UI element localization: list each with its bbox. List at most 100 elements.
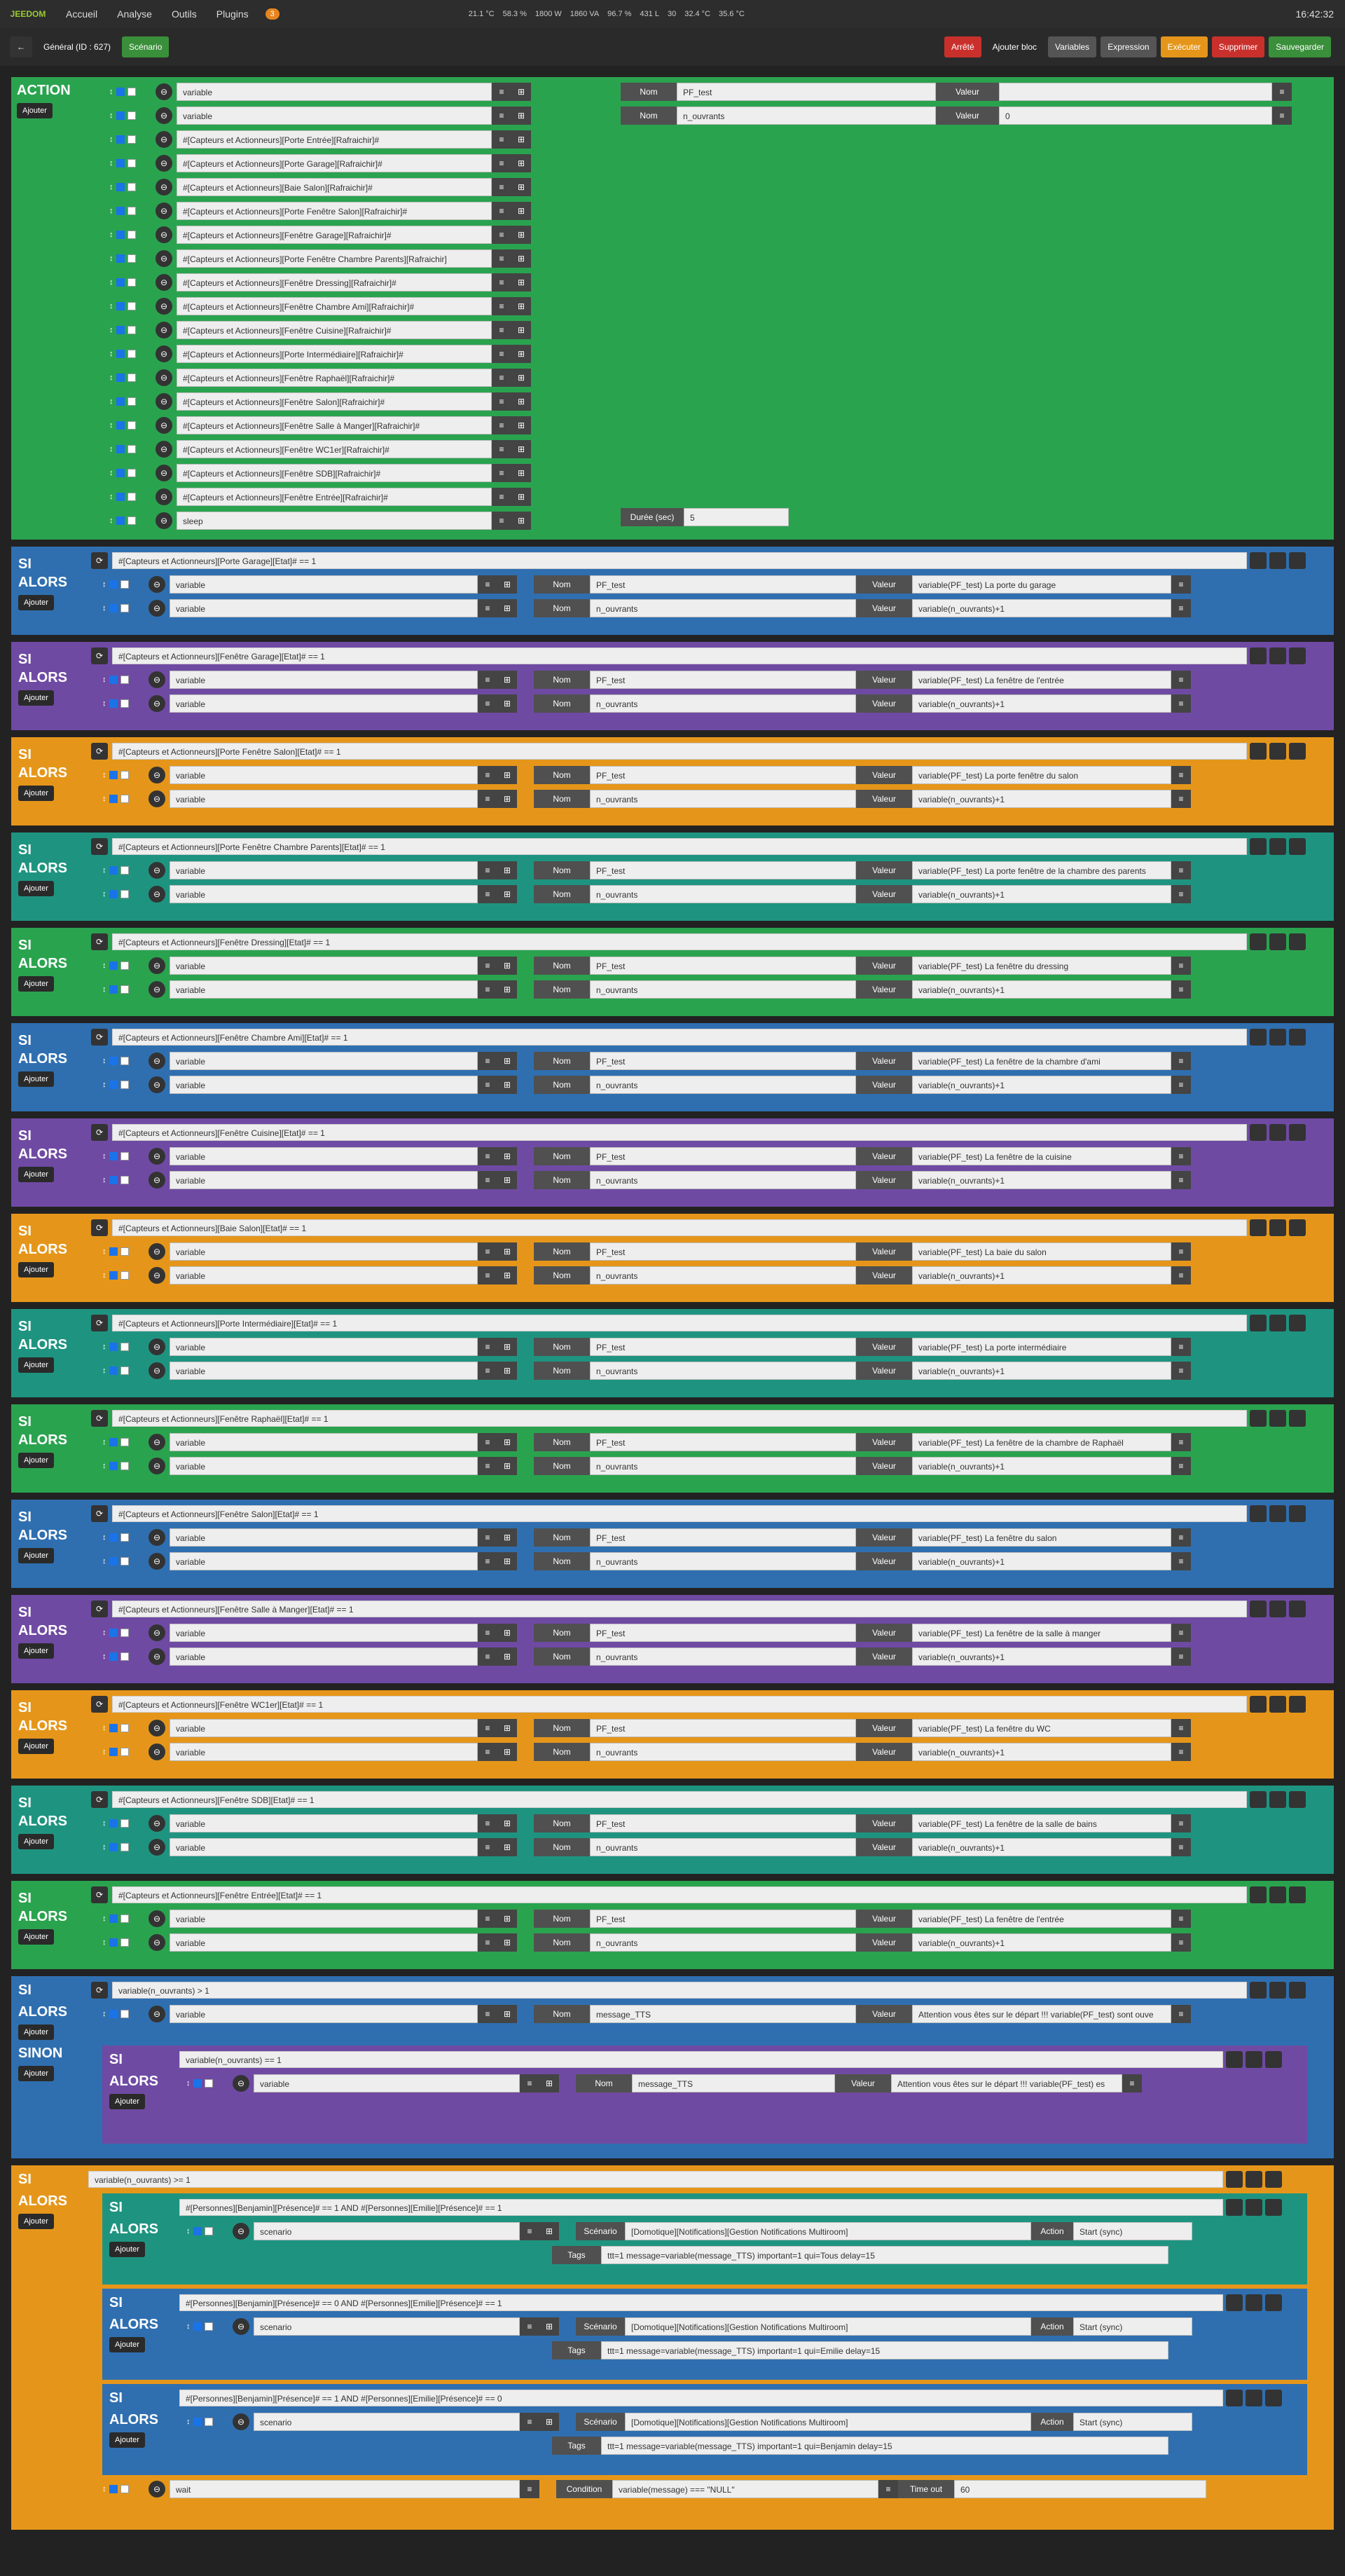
action-type-field[interactable]: variable	[170, 1910, 478, 1928]
enable-checkbox[interactable]	[116, 159, 125, 167]
action-checkboxes[interactable]: ↕	[102, 1366, 144, 1375]
action-checkboxes[interactable]: ↕	[102, 1748, 144, 1756]
action-checkboxes[interactable]: ↕	[109, 374, 151, 382]
enable-checkbox[interactable]	[109, 866, 118, 875]
enable-checkbox[interactable]	[109, 1462, 118, 1470]
list-icon[interactable]: ≡	[1171, 790, 1191, 808]
remove-action-icon[interactable]: ⊖	[149, 1267, 165, 1284]
list-icon[interactable]: ≡	[478, 599, 497, 617]
remove-action-icon[interactable]: ⊖	[149, 1458, 165, 1474]
variable-value-field[interactable]: variable(PF_test) La porte fenêtre du sa…	[912, 766, 1171, 784]
enable-checkbox[interactable]	[109, 604, 118, 612]
block-control-icon[interactable]	[1289, 1982, 1306, 1999]
enable-checkbox[interactable]	[116, 183, 125, 191]
enable-checkbox[interactable]	[109, 771, 118, 779]
variable-name-field[interactable]: message_TTS	[590, 2005, 856, 2023]
list-icon[interactable]: ≡	[1171, 980, 1191, 999]
add-button[interactable]: Ajouter	[18, 2066, 54, 2081]
variable-name-field[interactable]: PF_test	[677, 83, 936, 101]
action-type-field[interactable]: variable	[170, 1052, 478, 1070]
option-icon[interactable]: ⊞	[511, 345, 531, 363]
list-icon[interactable]: ≡	[478, 1242, 497, 1261]
add-button[interactable]: Ajouter	[18, 1929, 54, 1945]
remove-action-icon[interactable]: ⊖	[149, 671, 165, 688]
option-icon[interactable]: ⊞	[497, 1624, 517, 1642]
drag-handle-icon[interactable]: ↕	[186, 2079, 191, 2088]
list-icon[interactable]: ≡	[492, 488, 511, 506]
block-control-icon[interactable]	[1226, 2199, 1243, 2216]
block-control-icon[interactable]	[1269, 1410, 1286, 1427]
parallel-checkbox[interactable]	[127, 135, 136, 144]
parallel-checkbox[interactable]	[127, 231, 136, 239]
enable-checkbox[interactable]	[116, 231, 125, 239]
block-control-icon[interactable]	[1269, 1315, 1286, 1331]
drag-handle-icon[interactable]: ↕	[102, 985, 106, 994]
drag-handle-icon[interactable]: ↕	[109, 231, 113, 239]
drag-handle-icon[interactable]: ↕	[102, 1462, 106, 1470]
action-checkboxes[interactable]: ↕	[102, 1938, 144, 1947]
remove-action-icon[interactable]: ⊖	[156, 417, 172, 434]
remove-action-icon[interactable]: ⊖	[149, 1815, 165, 1832]
block-control-icon[interactable]	[1289, 648, 1306, 664]
list-icon[interactable]: ≡	[478, 2005, 497, 2023]
option-icon[interactable]: ⊞	[497, 1910, 517, 1928]
list-icon[interactable]: ≡	[492, 416, 511, 434]
variable-name-field[interactable]: n_ouvrants	[590, 694, 856, 713]
list-icon[interactable]: ≡	[478, 1814, 497, 1832]
enable-checkbox[interactable]	[109, 1938, 118, 1947]
option-icon[interactable]: ⊞	[497, 1147, 517, 1165]
option-icon[interactable]: ⊞	[497, 861, 517, 879]
parallel-checkbox[interactable]	[120, 1629, 129, 1637]
list-icon[interactable]: ≡	[520, 2222, 539, 2240]
action-type-field[interactable]: variable	[170, 1433, 478, 1451]
option-icon[interactable]: ⊞	[511, 273, 531, 292]
sleep-duration-field[interactable]: 5	[684, 508, 789, 526]
enable-checkbox[interactable]	[116, 421, 125, 430]
block-control-icon[interactable]	[1265, 2051, 1282, 2068]
block-control-icon[interactable]	[1269, 1696, 1286, 1713]
condition-input[interactable]: #[Capteurs et Actionneurs][Baie Salon][E…	[112, 1219, 1247, 1236]
option-icon[interactable]: ⊞	[497, 790, 517, 808]
action-checkboxes[interactable]: ↕	[102, 676, 144, 684]
parallel-checkbox[interactable]	[120, 985, 129, 994]
variable-name-field[interactable]: PF_test	[590, 1910, 856, 1928]
remove-action-icon[interactable]: ⊖	[233, 2223, 249, 2240]
variable-value-field[interactable]: variable(n_ouvrants)+1	[912, 980, 1171, 999]
action-checkboxes[interactable]: ↕	[102, 795, 144, 803]
list-icon[interactable]: ≡	[1171, 1647, 1191, 1666]
option-icon[interactable]: ⊞	[511, 440, 531, 458]
block-control-icon[interactable]	[1226, 2294, 1243, 2311]
drag-handle-icon[interactable]: ↕	[102, 1438, 106, 1446]
block-control-icon[interactable]	[1269, 1219, 1286, 1236]
block-control-icon[interactable]	[1269, 1982, 1286, 1999]
action-checkboxes[interactable]: ↕	[102, 1629, 144, 1637]
list-icon[interactable]: ≡	[478, 957, 497, 975]
parallel-checkbox[interactable]	[120, 1057, 129, 1065]
action-checkboxes[interactable]: ↕	[109, 445, 151, 453]
action-command-field[interactable]: #[Capteurs et Actionneurs][Fenêtre Rapha…	[177, 369, 492, 387]
parallel-checkbox[interactable]	[127, 159, 136, 167]
variable-value-field[interactable]: variable(n_ouvrants)+1	[912, 1933, 1171, 1952]
variable-name-field[interactable]: PF_test	[590, 1814, 856, 1832]
action-checkboxes[interactable]: ↕	[102, 1343, 144, 1351]
add-button[interactable]: Ajouter	[18, 1739, 54, 1754]
list-icon[interactable]: ≡	[478, 1719, 497, 1737]
condition-input[interactable]: #[Capteurs et Actionneurs][Porte Intermé…	[112, 1315, 1247, 1331]
action-checkboxes[interactable]: ↕	[102, 1652, 144, 1661]
nav-item[interactable]: Outils	[171, 8, 197, 20]
remove-action-icon[interactable]: ⊖	[156, 345, 172, 362]
remove-action-icon[interactable]: ⊖	[149, 1434, 165, 1451]
refresh-icon[interactable]: ⟳	[91, 1601, 108, 1617]
condition-input[interactable]: #[Capteurs et Actionneurs][Fenêtre Chamb…	[112, 1029, 1247, 1046]
option-icon[interactable]: ⊞	[511, 154, 531, 172]
list-icon[interactable]: ≡	[478, 1457, 497, 1475]
action-checkboxes[interactable]: ↕	[109, 516, 151, 525]
enable-checkbox[interactable]	[109, 1724, 118, 1732]
option-icon[interactable]: ⊞	[497, 1052, 517, 1070]
variable-name-field[interactable]: n_ouvrants	[590, 790, 856, 808]
remove-action-icon[interactable]: ⊖	[156, 369, 172, 386]
option-icon[interactable]: ⊞	[497, 1528, 517, 1547]
action-type-field[interactable]: variable	[170, 575, 478, 594]
option-icon[interactable]: ⊞	[497, 885, 517, 903]
add-block-button[interactable]: Ajouter bloc	[992, 42, 1037, 52]
